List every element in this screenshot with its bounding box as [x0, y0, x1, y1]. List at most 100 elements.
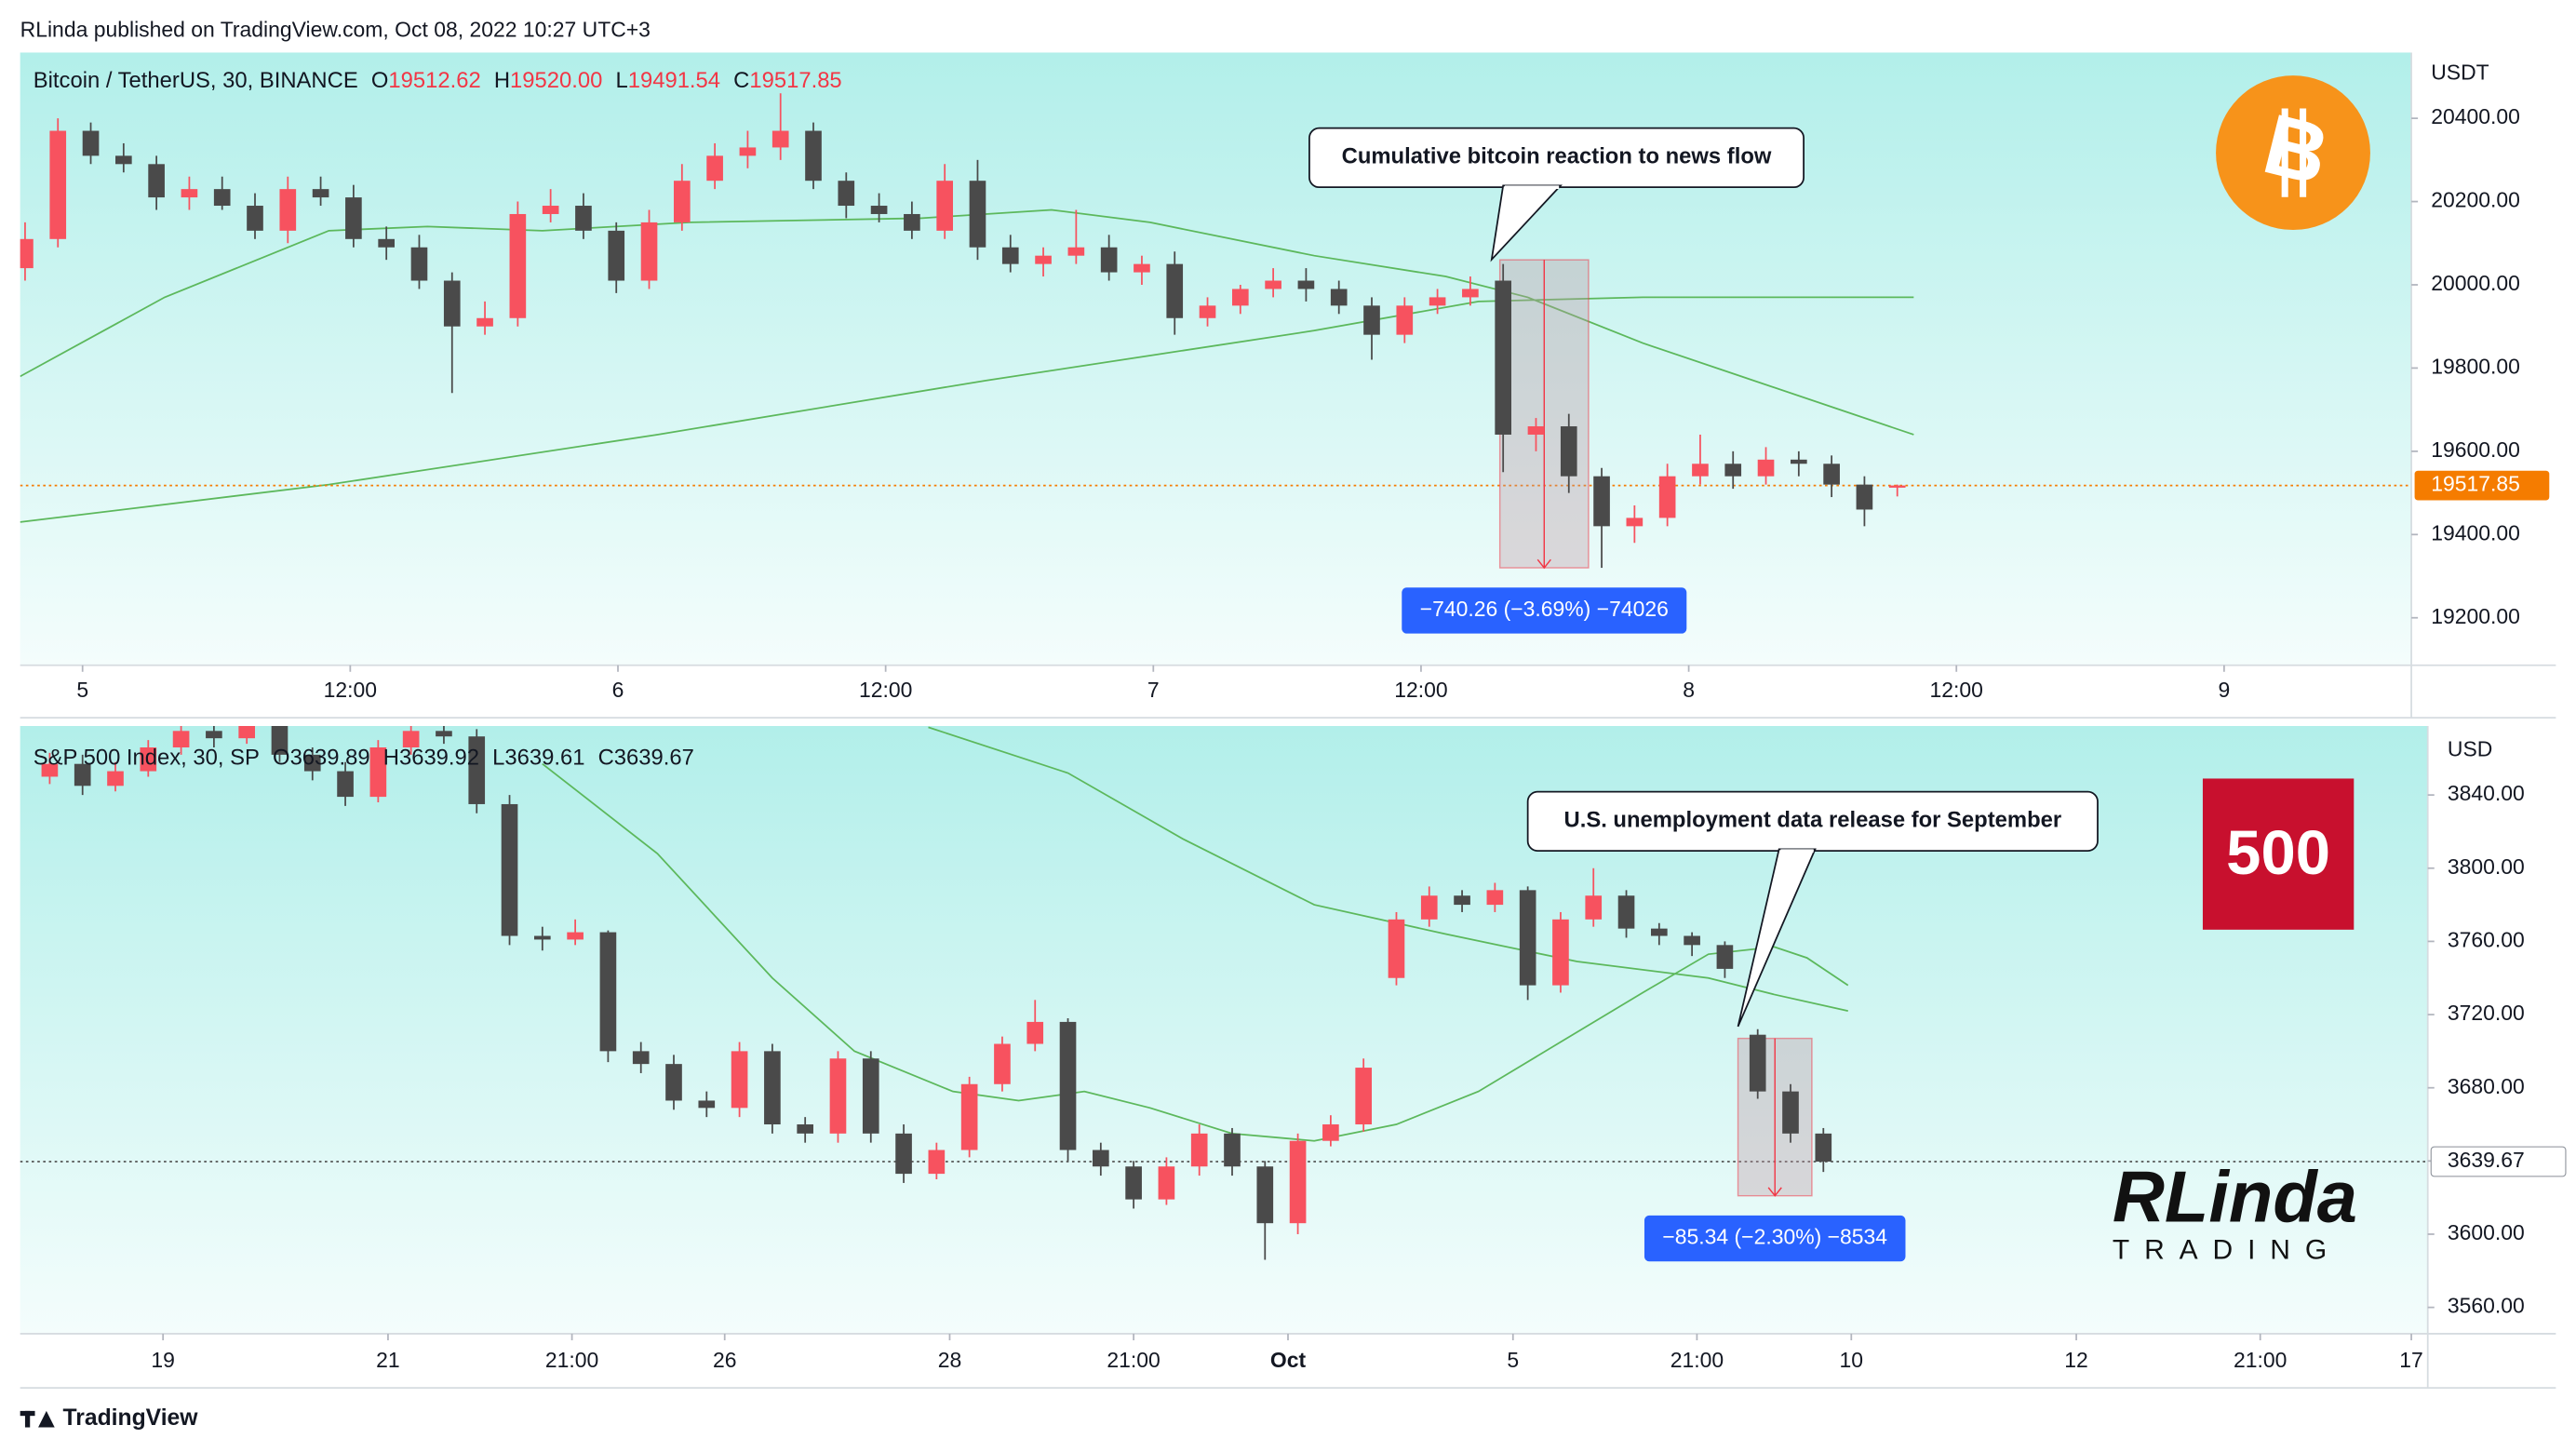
y-tick-label: 3560.00: [2448, 1294, 2525, 1318]
candle-body: [567, 932, 584, 940]
candle-body: [575, 206, 592, 231]
candle-body: [1026, 1021, 1044, 1044]
candle-body: [674, 181, 691, 222]
candle-body: [771, 130, 789, 148]
measure-label-box: [1402, 587, 1687, 634]
logo-box: [2202, 778, 2355, 930]
measure-arrow-head: [1767, 1187, 1782, 1197]
logo-circle: [2216, 75, 2370, 231]
candle-body: [698, 1100, 716, 1109]
candle-body: [1001, 247, 1019, 264]
watermark-tagline: TRADING: [2113, 1235, 2341, 1266]
candle-body: [378, 238, 395, 248]
candle-body: [1199, 305, 1216, 318]
candle-body: [1355, 1068, 1372, 1125]
callout-text: Cumulative bitcoin reaction to news flow: [1342, 144, 1772, 169]
x-tick-label: 17: [2399, 1348, 2423, 1372]
candle-body: [838, 181, 855, 207]
moving-average: [20, 296, 1914, 523]
legend: Bitcoin / TetherUS, 30, BINANCE O19512.62…: [34, 69, 842, 94]
candle-body: [1232, 289, 1249, 306]
candle-body: [1454, 895, 1470, 906]
x-tick-label: 21:00: [1670, 1348, 1724, 1372]
candle-body: [1527, 426, 1545, 435]
legend-value: 19520.00: [510, 69, 602, 94]
candle-body: [337, 771, 354, 798]
legend-value: 19491.54: [628, 69, 720, 94]
candle-body: [1100, 247, 1118, 273]
candle-body: [443, 280, 461, 327]
candle-body: [1462, 289, 1479, 298]
legend-value: 3639.67: [614, 746, 694, 771]
candle-body: [862, 1058, 879, 1134]
candle-body: [994, 1043, 1011, 1084]
x-tick-label: 12: [2064, 1348, 2088, 1372]
x-tick-label: 12:00: [324, 678, 377, 702]
x-tick-label: 19: [151, 1348, 175, 1372]
candle-body: [1651, 928, 1668, 936]
candle-body: [501, 803, 518, 936]
x-tick-label: 7: [1147, 678, 1160, 702]
candle-body: [640, 222, 658, 281]
candle-body: [1888, 485, 1906, 488]
candle-body: [1322, 1124, 1339, 1141]
candle-body: [1749, 1034, 1766, 1092]
candle-body: [1224, 1133, 1241, 1167]
candle-body: [764, 1051, 781, 1125]
axis-unit: USDT: [2431, 60, 2489, 84]
candle-body: [247, 206, 263, 231]
candle-body: [1429, 297, 1446, 306]
watermark-name: RLinda: [2113, 1157, 2357, 1237]
legend-key: H: [494, 69, 510, 94]
candle-body: [665, 1064, 682, 1101]
candle-body: [468, 736, 486, 804]
x-tick-label: 12:00: [1930, 678, 1983, 702]
candle-body: [1791, 459, 1807, 464]
candle-body: [303, 754, 321, 772]
tv-logo: [20, 1410, 55, 1428]
candle-body: [74, 763, 91, 786]
candle-body: [410, 247, 428, 281]
candle-body: [509, 213, 527, 318]
candle-body: [731, 1051, 748, 1109]
logo-text: 500: [2226, 818, 2330, 888]
candle-body: [172, 731, 190, 748]
candle-body: [1297, 280, 1315, 289]
candle-body: [402, 731, 420, 748]
candle-body: [1495, 280, 1511, 435]
candle-body: [1134, 263, 1150, 273]
candle-body: [969, 181, 986, 248]
legend-title: S&P 500 Index, 30, SP: [34, 746, 260, 771]
candle-body: [1330, 289, 1348, 306]
candle-body: [1158, 1166, 1175, 1200]
candle-body: [107, 771, 124, 786]
candle-body: [82, 130, 100, 156]
moving-average: [20, 208, 1914, 436]
legend-key: L: [492, 746, 504, 771]
candle-body: [20, 238, 34, 269]
candle-body: [1782, 1091, 1799, 1134]
x-tick-label: 5: [76, 678, 88, 702]
y-tick-label: 3800.00: [2448, 854, 2525, 879]
x-tick-label: 21:00: [545, 1348, 598, 1372]
candle-body: [181, 189, 198, 198]
candle-body: [1420, 895, 1438, 920]
candle-body: [1035, 255, 1052, 264]
candle-body: [1626, 518, 1644, 527]
candle-body: [140, 747, 157, 772]
legend: S&P 500 Index, 30, SP O3639.89 H3639.92 L36…: [34, 746, 694, 771]
y-tick-label: 19600.00: [2431, 437, 2520, 462]
y-tick-label: 3840.00: [2448, 781, 2525, 805]
candle-body: [1486, 890, 1504, 906]
candle-body: [345, 197, 362, 239]
legend-value: 3639.89: [290, 746, 370, 771]
candle-body: [706, 155, 723, 182]
y-tick-label: 19400.00: [2431, 520, 2520, 544]
candle-body: [534, 935, 551, 940]
y-tick-label: 19800.00: [2431, 354, 2520, 378]
y-tick-label: 3720.00: [2448, 1001, 2525, 1025]
measure-label-box: [1644, 1215, 1906, 1262]
y-tick-label: 20200.00: [2431, 188, 2520, 212]
y-tick-label: 3600.00: [2448, 1220, 2525, 1244]
